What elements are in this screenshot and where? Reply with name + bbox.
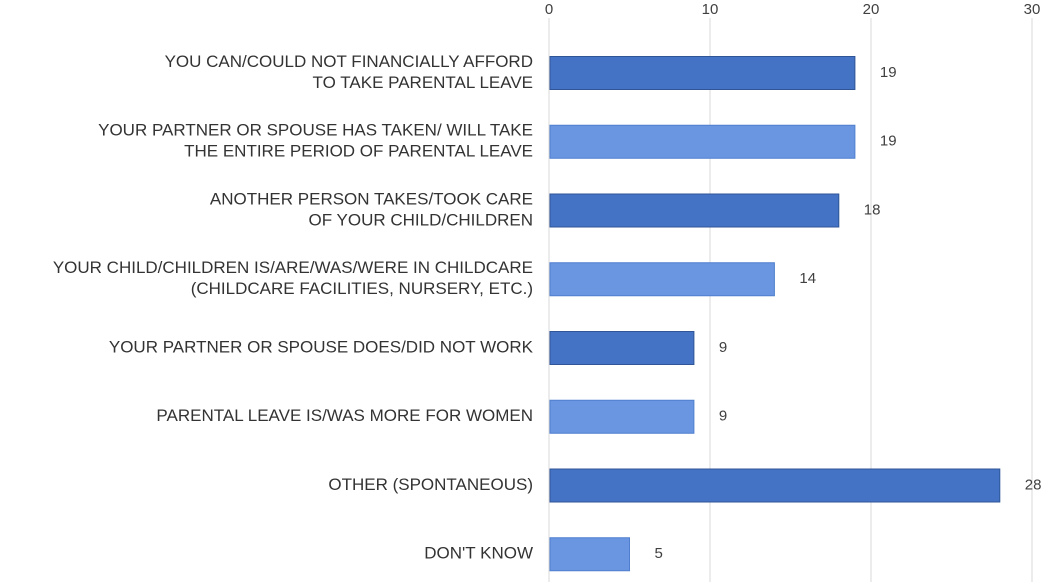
x-axis-ticks: 0 10 20 30 [545, 1, 1041, 18]
bar [549, 56, 856, 90]
value-label: 5 [655, 545, 663, 562]
x-tick-label: 30 [1024, 1, 1041, 18]
category-label: ANOTHER PERSON TAKES/TOOK CARE OF YOUR CH… [210, 189, 533, 229]
value-label: 19 [880, 133, 897, 150]
category-labels: YOU CAN/COULD NOT FINANCIALLY AFFORD TO T… [53, 52, 534, 563]
category-label: YOUR CHILD/CHILDREN IS/ARE/WAS/WERE IN C… [53, 258, 533, 298]
category-label: YOUR PARTNER OR SPOUSE HAS TAKEN/ WILL T… [98, 121, 533, 161]
x-tick-label: 10 [702, 1, 719, 18]
category-label: YOUR PARTNER OR SPOUSE DOES/DID NOT WORK [109, 337, 534, 356]
value-label: 9 [719, 408, 727, 425]
bar [549, 468, 1001, 503]
bar [549, 331, 695, 365]
bar [549, 262, 775, 297]
category-label: DON'T KNOW [424, 544, 533, 563]
value-labels: 19 19 18 14 9 9 28 5 [655, 64, 1042, 562]
category-label: OTHER (SPONTANEOUS) [328, 475, 533, 494]
bar [549, 193, 840, 228]
value-label: 9 [719, 339, 727, 356]
bar [549, 537, 630, 572]
value-label: 18 [864, 201, 881, 218]
bars [549, 56, 1001, 572]
x-tick-label: 0 [545, 1, 553, 18]
value-label: 14 [799, 270, 816, 287]
bar [549, 399, 695, 434]
value-label: 19 [880, 64, 897, 81]
category-label: YOU CAN/COULD NOT FINANCIALLY AFFORD TO T… [165, 52, 533, 92]
category-label: PARENTAL LEAVE IS/WAS MORE FOR WOMEN [156, 406, 533, 425]
x-tick-label: 20 [863, 1, 880, 18]
value-label: 28 [1025, 476, 1042, 493]
bar [549, 124, 856, 159]
